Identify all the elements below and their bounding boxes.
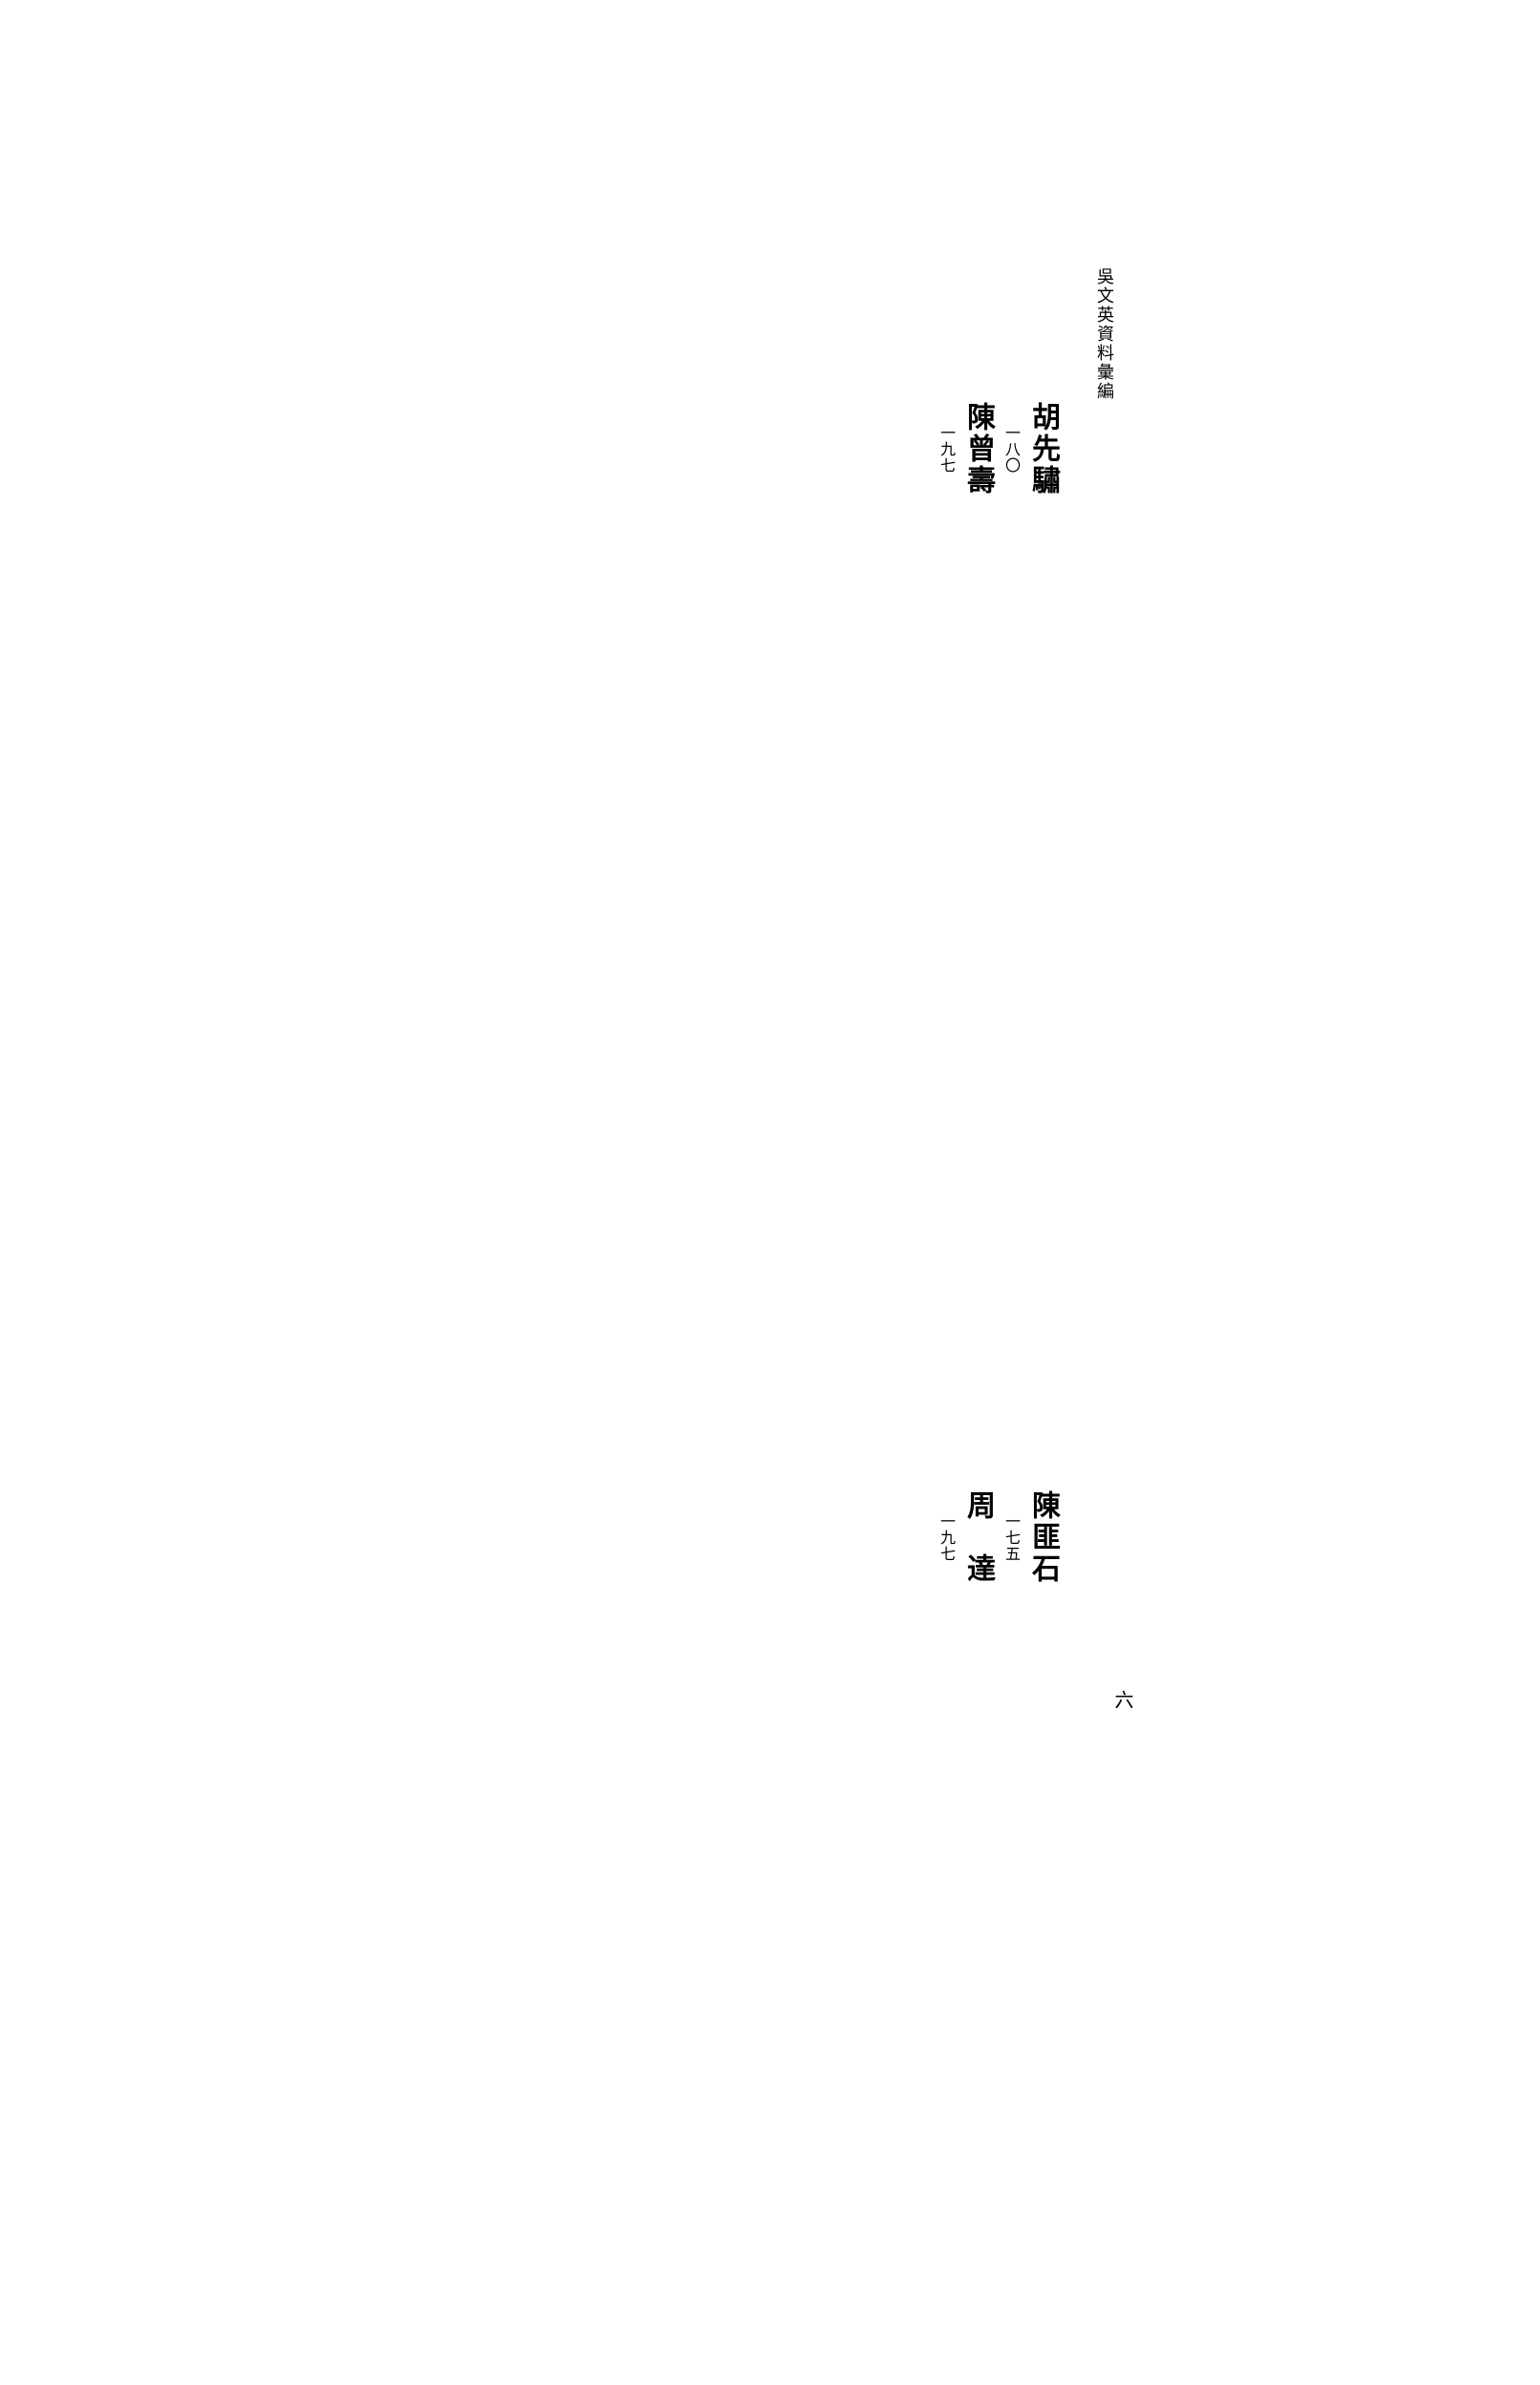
toc-entry: 周 達一九七: [934, 993, 999, 2081]
entry-page: 一八〇: [999, 425, 1022, 474]
entry-page: 一七五: [999, 1513, 1022, 1562]
entry-name: 周 達: [957, 1490, 999, 1585]
book-title-header: 吳文英資料彙編: [1092, 267, 1117, 401]
entry-page: 一九七: [934, 1513, 957, 1562]
entry-name: 陳曾壽: [957, 402, 999, 496]
toc-columns: 陳匪石一七五周 達一九七胡先驌一八〇陳曾壽一九七龍沐勛一八一陳 詩一九七楊鐵夫一…: [1001, 267, 1069, 2081]
toc-entry: 陳匪石一七五: [999, 1174, 1064, 1900]
toc-entry: 胡先驌一八〇: [999, 86, 1064, 812]
entry-page: 一九七: [934, 425, 957, 474]
page-number: 六: [1108, 1690, 1136, 1709]
entry-name: 胡先驌: [1022, 402, 1064, 496]
toc-column: 陳匪石一七五周 達一九七: [1006, 993, 1064, 2081]
toc-column: 胡先驌一八〇陳曾壽一九七: [1006, 0, 1064, 993]
entry-name: 陳匪石: [1022, 1490, 1064, 1585]
toc-entry: 陳曾壽一九七: [934, 0, 999, 993]
